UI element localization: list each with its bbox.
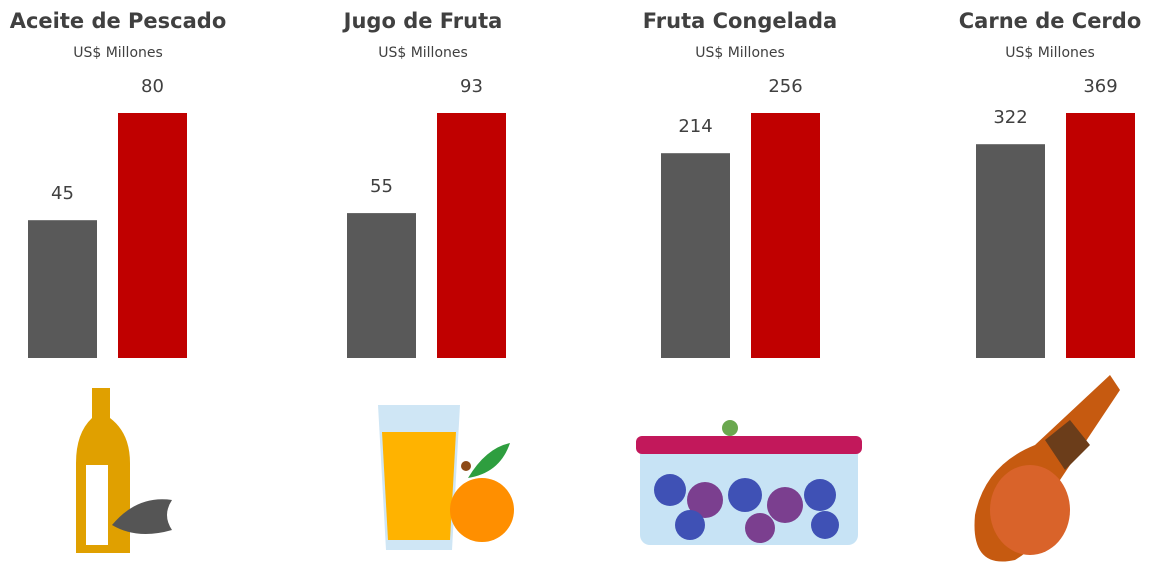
chart-title: Carne de Cerdo [959, 9, 1142, 33]
ham-icon [974, 375, 1120, 562]
data-label: 369 [1083, 76, 1117, 97]
data-label: 322 [993, 107, 1027, 128]
data-label: 45 [51, 183, 74, 204]
bar [28, 220, 97, 358]
chart-title: Jugo de Fruta [342, 9, 503, 33]
chart-subtitle: US$ Millones [695, 45, 785, 61]
chart-subtitle: US$ Millones [1005, 45, 1095, 61]
chart-subtitle: US$ Millones [73, 45, 163, 61]
chart-title: Fruta Congelada [643, 9, 837, 33]
bar [118, 113, 187, 358]
chart-title: Aceite de Pescado [10, 9, 227, 33]
oil-bottle-icon [76, 388, 172, 553]
frozen-fruit-icon [636, 420, 862, 545]
data-label: 55 [370, 176, 393, 197]
bar [661, 153, 730, 358]
bar [1066, 113, 1135, 358]
bar [976, 144, 1045, 358]
chart-subtitle: US$ Millones [378, 45, 468, 61]
data-label: 93 [460, 76, 483, 97]
bar [347, 213, 416, 358]
data-label: 256 [768, 76, 802, 97]
data-label: 80 [141, 76, 164, 97]
bar [751, 113, 820, 358]
bar [437, 113, 506, 358]
juice-icon [378, 405, 514, 550]
data-label: 214 [678, 116, 712, 137]
